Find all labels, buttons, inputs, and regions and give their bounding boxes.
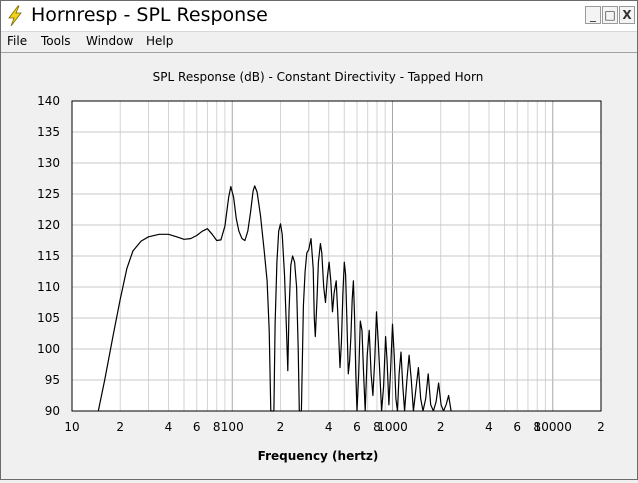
x-tick-label: 10000 (534, 420, 572, 434)
x-tick-label: 4 (325, 420, 333, 434)
x-tick-label: 10 (64, 420, 79, 434)
grid-lines (72, 101, 601, 411)
x-axis-label: Frequency (hertz) (258, 449, 379, 463)
x-tick-label: 2 (597, 420, 605, 434)
x-tick-label: 100 (221, 420, 244, 434)
y-tick-label: 135 (37, 125, 60, 139)
y-tick-label: 140 (37, 94, 60, 108)
y-axis-ticks: 90 95 100 105 110 115 120 125 130 135 140 (37, 94, 60, 418)
lightning-icon (8, 5, 22, 27)
x-tick-label: 6 (353, 420, 361, 434)
maximize-button[interactable]: □ (602, 6, 618, 24)
y-tick-label: 125 (37, 187, 60, 201)
y-tick-label: 100 (37, 342, 60, 356)
y-tick-label: 110 (37, 280, 60, 294)
menu-window[interactable]: Window (86, 34, 134, 48)
y-tick-label: 115 (37, 249, 60, 263)
y-tick-label: 90 (45, 404, 60, 418)
x-tick-label: 8 (213, 420, 221, 434)
y-tick-label: 105 (37, 311, 60, 325)
spl-response-line (97, 185, 452, 412)
window-title: Hornresp - SPL Response (31, 4, 268, 26)
series-group (97, 185, 452, 412)
x-tick-label: 8 (373, 420, 381, 434)
title-bar[interactable]: Hornresp - SPL Response _ □ X (1, 1, 637, 32)
x-tick-label: 2 (437, 420, 445, 434)
x-tick-label: 1000 (377, 420, 408, 434)
spl-response-chart: SPL Response (dB) - Constant Directivity… (37, 70, 605, 463)
plot-frame (71, 100, 602, 412)
minimize-button[interactable]: _ (585, 6, 601, 24)
menu-bar: File Tools Window Help (1, 32, 637, 53)
x-tick-label: 8 (533, 420, 541, 434)
menu-file[interactable]: File (7, 34, 28, 48)
x-tick-label: 4 (485, 420, 493, 434)
x-tick-label: 6 (513, 420, 521, 434)
x-tick-label: 4 (165, 420, 173, 434)
close-button[interactable]: X (619, 6, 635, 24)
x-tick-label: 2 (116, 420, 124, 434)
y-tick-label: 120 (37, 218, 60, 232)
x-tick-label: 2 (277, 420, 285, 434)
y-tick-label: 130 (37, 156, 60, 170)
menu-tools[interactable]: Tools (41, 34, 71, 48)
x-tick-label: 6 (193, 420, 201, 434)
menu-help[interactable]: Help (146, 34, 174, 48)
y-tick-label: 95 (45, 373, 60, 387)
chart-title: SPL Response (dB) - Constant Directivity… (153, 70, 484, 84)
chart-area: SPL Response (dB) - Constant Directivity… (1, 53, 637, 479)
